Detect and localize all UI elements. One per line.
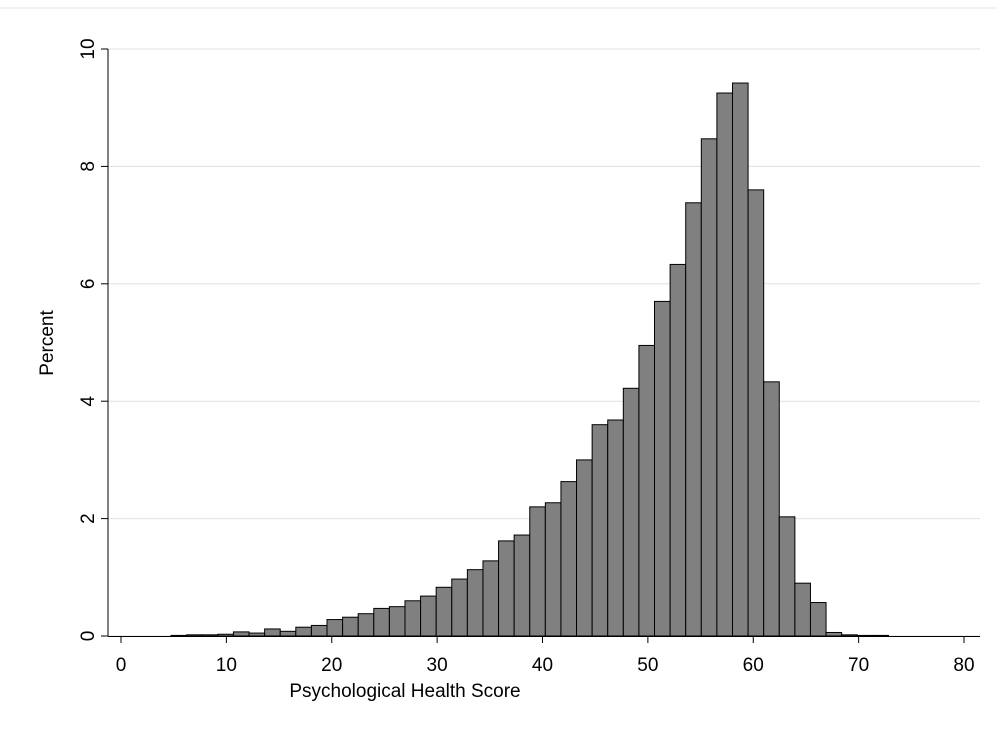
bar (700, 138, 718, 637)
bar (248, 632, 266, 637)
bar (326, 619, 344, 637)
bar (638, 344, 656, 637)
bar (841, 634, 858, 637)
bar (576, 459, 593, 637)
x-tick-label: 60 (743, 655, 764, 676)
bar (731, 82, 749, 637)
y-tick-label: 2 (78, 513, 99, 524)
bar (794, 582, 811, 637)
bar (809, 602, 827, 637)
bar (186, 634, 203, 637)
bar (607, 419, 624, 637)
x-tick-label: 30 (427, 655, 448, 676)
y-tick-label: 8 (78, 161, 99, 172)
x-axis-title: Psychological Health Score (289, 681, 520, 702)
bar (420, 595, 437, 637)
bar (747, 189, 765, 637)
bar (513, 534, 531, 637)
bar (295, 626, 312, 637)
y-axis-title: Percent (37, 310, 58, 376)
bar (654, 300, 671, 637)
bar (716, 92, 733, 637)
bar (529, 506, 546, 637)
bar (825, 631, 843, 637)
bar (763, 381, 780, 637)
bar (544, 502, 562, 637)
bar (357, 613, 375, 637)
bar (622, 387, 640, 637)
bar (264, 628, 281, 637)
x-tick-label: 80 (953, 655, 974, 676)
x-tick-label: 0 (116, 655, 127, 676)
x-tick-label: 70 (848, 655, 869, 676)
bar (217, 633, 234, 637)
bar (466, 569, 484, 637)
x-tick-label: 20 (321, 655, 342, 676)
x-tick-label: 50 (637, 655, 658, 676)
bar (560, 481, 578, 637)
bar (170, 634, 188, 637)
bar (685, 202, 702, 637)
bar (856, 634, 874, 637)
bar (201, 634, 219, 637)
bar (232, 631, 250, 637)
x-tick-label: 10 (216, 655, 237, 676)
bar (451, 578, 468, 637)
bar (373, 607, 390, 637)
bar (591, 424, 609, 637)
y-tick-label: 6 (78, 279, 99, 290)
bar (404, 600, 422, 637)
bar (872, 634, 889, 637)
y-tick-label: 4 (78, 395, 99, 406)
bar (279, 630, 297, 637)
x-tick-label: 40 (532, 655, 553, 676)
y-tick-label: 10 (78, 38, 99, 59)
bar (388, 606, 406, 637)
bar (310, 624, 328, 637)
bar (342, 616, 359, 637)
bar (778, 516, 796, 637)
bar (498, 540, 515, 637)
y-tick-label: 0 (78, 631, 99, 642)
bar (669, 263, 687, 637)
bar (482, 560, 500, 637)
bar (435, 586, 453, 637)
